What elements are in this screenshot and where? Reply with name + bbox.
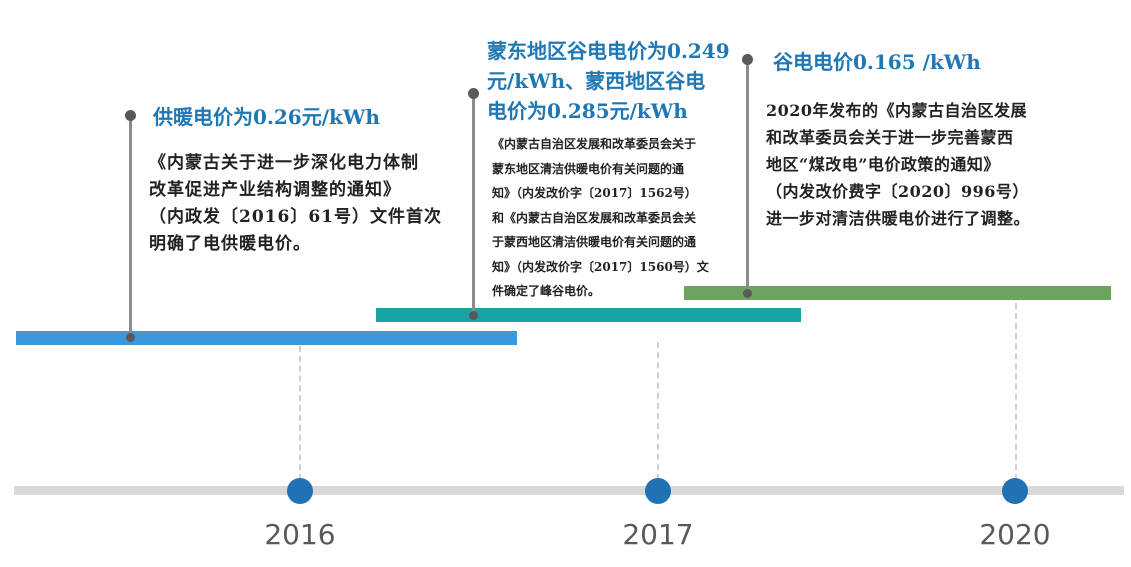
event-1-line: （内政发〔2016〕61号）文件首次: [149, 207, 442, 227]
connector-2020: [1015, 303, 1017, 480]
year-label-2016: 2016: [264, 518, 336, 551]
event-stem-2: [472, 94, 475, 316]
event-stem-3: [746, 60, 749, 295]
period-bar-2017: [376, 308, 801, 322]
year-node-2016: [287, 478, 313, 504]
connector-2016: [299, 346, 301, 480]
event-2-line: 知》（内发改价字〔2017〕1562号）: [492, 186, 697, 200]
year-node-2017: [645, 478, 671, 504]
event-2-line: 件确定了峰谷电价。: [492, 284, 601, 298]
event-2-line: 于蒙西地区清洁供暖电价有关问题的通: [492, 235, 697, 249]
event-anchor-2: [469, 311, 478, 320]
event-description-3: 2020年发布的《内蒙古自治区发展 和改革委员会关于进一步完善蒙西 地区“煤改电…: [766, 97, 1030, 232]
year-label-2017: 2017: [622, 518, 694, 551]
event-3-line: 进一步对清洁供暖电价进行了调整。: [766, 209, 1031, 228]
event-2-line: 知》（内发改价字〔2017〕1560号）文: [492, 259, 709, 274]
event-pin-1: [125, 110, 136, 121]
period-bar-2020: [684, 286, 1111, 300]
event-2-title-line: 元/kWh、蒙西地区谷电: [487, 69, 706, 93]
event-3-line: 地区“煤改电”电价政策的通知》: [766, 155, 1000, 174]
connector-2017: [657, 342, 659, 480]
event-title-1: 供暖电价为0.26元/kWh: [153, 105, 380, 129]
event-3-line: 和改革委员会关于进一步完善蒙西: [766, 128, 1014, 147]
event-title-2: 蒙东地区谷电电价为0.249 元/kWh、蒙西地区谷电 电价为0.285元/kW…: [487, 36, 730, 126]
year-node-2020: [1002, 478, 1028, 504]
event-2-line: 和《内蒙古自治区发展和改革委员会关: [492, 210, 697, 225]
event-title-3: 谷电电价0.165 /kWh: [773, 50, 981, 74]
year-label-2020: 2020: [979, 518, 1051, 551]
event-2-title-line: 蒙东地区谷电电价为0.249: [487, 39, 730, 63]
event-anchor-1: [126, 333, 135, 342]
event-anchor-3: [743, 289, 752, 298]
event-1-line: 改革促进产业结构调整的通知》: [149, 180, 401, 200]
event-2-line: 《内蒙古自治区发展和改革委员会关于: [492, 137, 697, 151]
event-3-line: （内发改价费字〔2020〕996号）: [766, 182, 1029, 201]
event-2-line: 蒙东地区清洁供暖电价有关问题的通: [492, 161, 685, 176]
timeline-axis: [14, 486, 1124, 495]
event-3-line: 2020年发布的《内蒙古自治区发展: [766, 101, 1028, 120]
event-2-title-line: 电价为0.285元/kWh: [487, 99, 688, 123]
event-description-2: 《内蒙古自治区发展和改革委员会关于 蒙东地区清洁供暖电价有关问题的通 知》（内发…: [492, 132, 709, 304]
event-stem-1: [129, 116, 132, 338]
event-description-1: 《内蒙古关于进一步深化电力体制 改革促进产业结构调整的通知》 （内政发〔2016…: [149, 150, 442, 258]
event-pin-3: [742, 54, 753, 65]
event-1-line: 《内蒙古关于进一步深化电力体制: [149, 153, 419, 173]
event-1-line: 明确了电供暖电价。: [149, 234, 311, 254]
period-bar-2016: [16, 331, 517, 345]
event-pin-2: [468, 88, 479, 99]
